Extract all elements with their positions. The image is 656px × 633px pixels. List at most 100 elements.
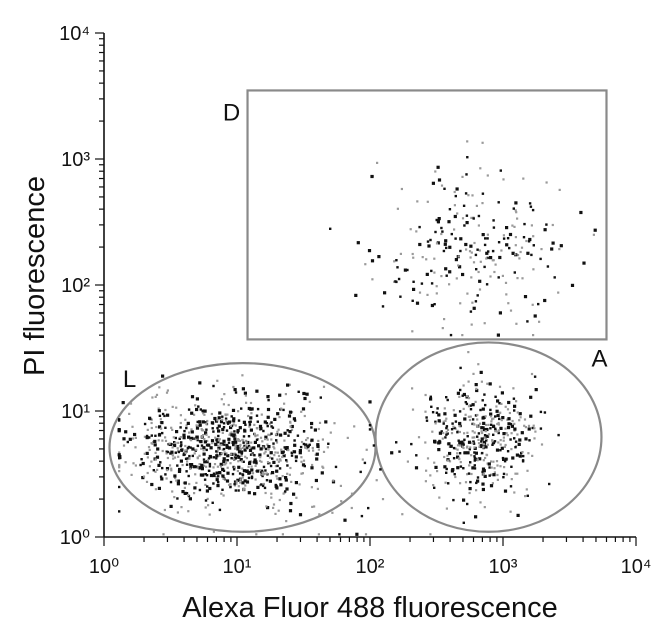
data-point — [121, 401, 125, 405]
data-point — [514, 446, 517, 449]
data-point — [264, 469, 267, 472]
data-point — [487, 250, 490, 253]
data-point — [194, 438, 197, 441]
data-point — [263, 452, 266, 455]
data-point — [477, 438, 480, 441]
data-point — [281, 455, 284, 459]
data-point — [193, 437, 196, 440]
data-point — [282, 454, 286, 458]
data-point — [518, 438, 522, 442]
data-point — [481, 451, 484, 455]
data-point — [510, 424, 514, 428]
data-point — [446, 432, 449, 435]
data-point — [533, 427, 536, 430]
data-point — [185, 424, 188, 427]
data-point — [316, 443, 320, 447]
data-point — [518, 412, 522, 416]
data-point — [157, 486, 161, 490]
data-point — [118, 463, 121, 467]
data-point — [497, 421, 500, 425]
data-point — [242, 439, 245, 442]
data-point — [289, 421, 292, 424]
data-point — [480, 444, 483, 447]
data-point — [440, 226, 443, 230]
data-point — [284, 490, 287, 493]
data-point — [223, 393, 226, 396]
x-tick-label: 10⁴ — [621, 556, 652, 578]
data-point — [478, 457, 482, 461]
data-point — [245, 480, 250, 484]
data-point — [438, 439, 441, 443]
data-point — [287, 449, 290, 452]
data-point — [475, 489, 478, 492]
data-point — [473, 451, 476, 454]
data-point — [474, 300, 478, 303]
data-point — [307, 445, 310, 449]
data-point — [508, 411, 511, 415]
data-point — [244, 455, 247, 458]
data-point — [213, 463, 217, 466]
data-point — [293, 443, 297, 447]
data-point — [255, 462, 258, 465]
data-point — [260, 483, 263, 486]
data-point — [132, 437, 135, 440]
data-point — [280, 448, 283, 451]
data-point — [274, 451, 277, 454]
data-point — [463, 224, 466, 227]
data-point — [375, 479, 378, 482]
data-point — [456, 452, 459, 455]
data-point — [546, 265, 550, 268]
data-point — [118, 485, 121, 489]
data-point — [445, 417, 448, 420]
data-point — [329, 227, 332, 230]
data-point — [458, 410, 462, 413]
data-point — [118, 455, 122, 459]
data-point — [522, 454, 525, 458]
data-point — [260, 473, 263, 476]
data-point — [474, 414, 478, 417]
data-point — [267, 433, 270, 436]
data-point — [227, 403, 230, 407]
data-point — [286, 383, 290, 387]
data-point — [491, 424, 496, 429]
data-point — [401, 513, 404, 516]
data-point — [468, 418, 472, 422]
data-point — [470, 251, 473, 254]
data-point — [498, 417, 501, 421]
data-point — [501, 416, 505, 420]
data-point — [219, 462, 223, 466]
data-point — [199, 408, 202, 411]
data-point — [250, 476, 254, 480]
data-point — [202, 434, 205, 437]
data-point — [215, 478, 219, 482]
data-point — [208, 486, 212, 491]
data-point — [221, 418, 224, 421]
data-point — [545, 181, 548, 184]
data-point — [492, 417, 495, 420]
data-point — [226, 459, 229, 462]
data-point — [228, 483, 231, 486]
data-point — [233, 437, 237, 441]
data-point — [276, 412, 280, 416]
data-point — [231, 440, 235, 445]
data-point — [456, 448, 459, 451]
data-point — [523, 222, 526, 226]
data-point — [379, 468, 382, 471]
data-point — [482, 428, 487, 432]
data-point — [150, 421, 153, 425]
data-point — [134, 446, 137, 449]
data-point — [474, 451, 478, 455]
data-point — [368, 428, 372, 431]
data-point — [261, 440, 264, 443]
data-point — [534, 430, 537, 433]
data-point — [156, 447, 160, 451]
data-point — [216, 426, 219, 430]
data-point — [443, 242, 447, 246]
data-point — [223, 453, 227, 456]
data-point — [437, 178, 442, 182]
data-point — [298, 483, 301, 486]
data-point — [420, 282, 424, 285]
data-point — [467, 351, 470, 354]
data-point — [219, 442, 223, 445]
data-point — [250, 465, 253, 468]
